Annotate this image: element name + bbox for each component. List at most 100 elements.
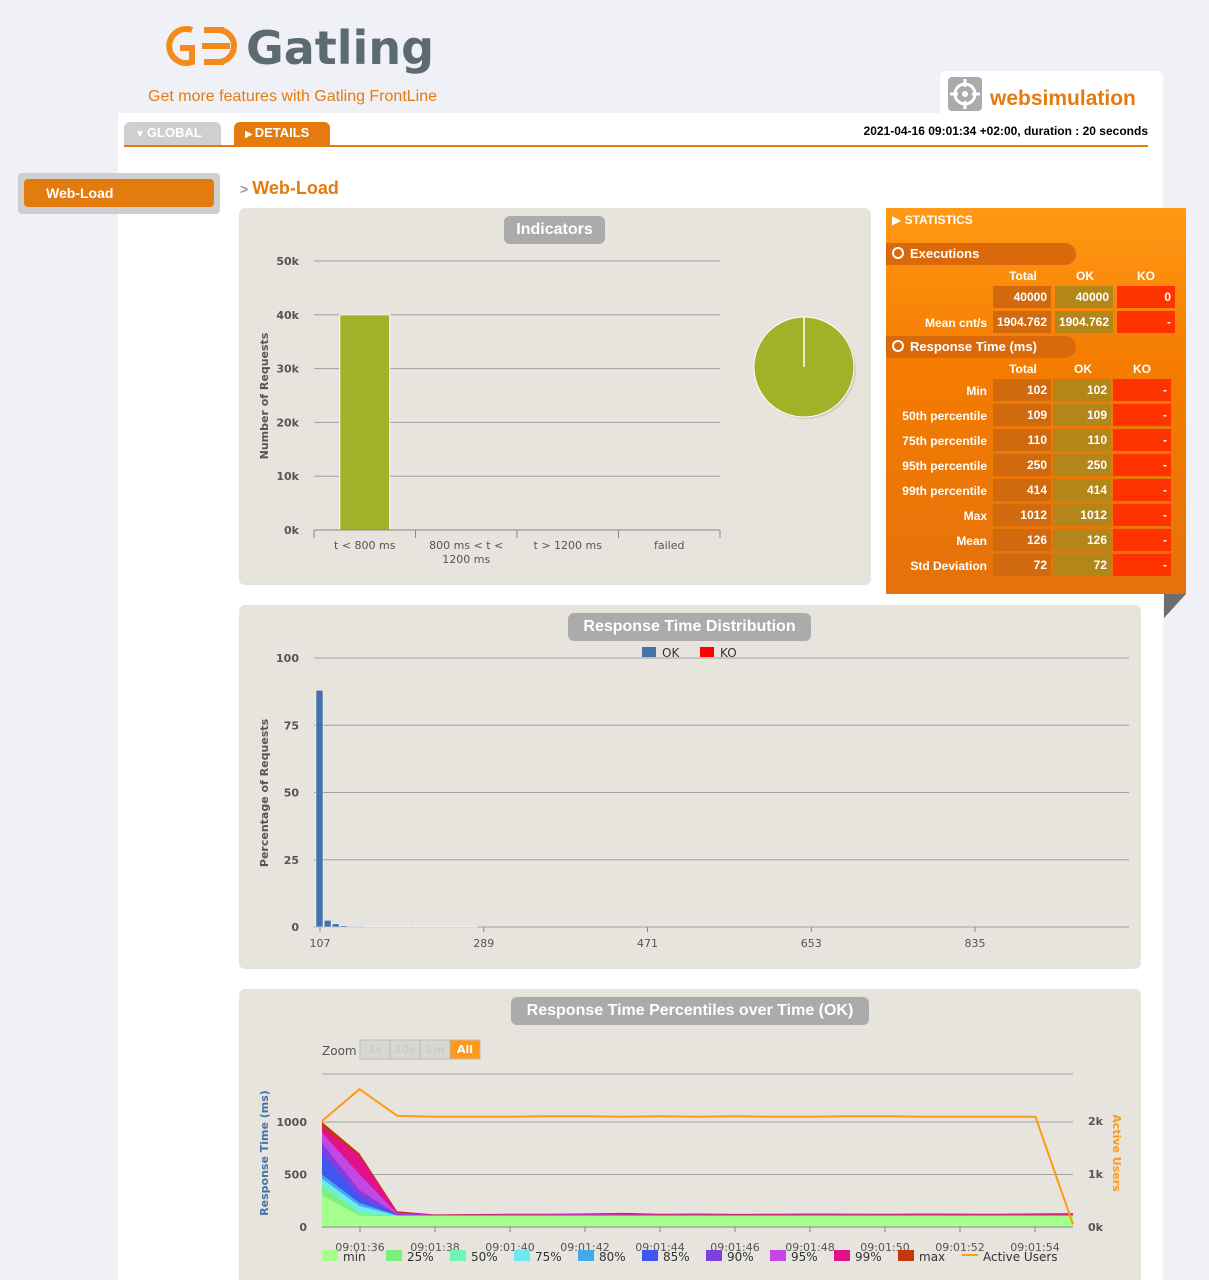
rt-cell-ok: 414 xyxy=(1053,479,1111,501)
indicators-ytick: 10k xyxy=(276,470,299,483)
exec-row-label: Mean cnt/s xyxy=(924,316,987,330)
distribution-xtick: 653 xyxy=(801,937,822,950)
rt-cell-ko: - xyxy=(1113,404,1171,426)
percentiles-xtick: 09:01:46 xyxy=(710,1241,759,1254)
percentiles-legend-swatch xyxy=(706,1250,722,1261)
sidebar-item-web-load[interactable]: Web-Load xyxy=(24,179,214,207)
percentiles-legend-label: 99% xyxy=(855,1250,882,1264)
rt-row-label: Std Deviation xyxy=(910,559,987,573)
statistics-title: STATISTICS xyxy=(904,213,973,227)
rt-cell-ok: 102 xyxy=(1053,379,1111,401)
distribution-ytick: 100 xyxy=(276,652,299,665)
percentiles-legend-label: min xyxy=(343,1250,366,1264)
distribution-title: Response Time Distribution xyxy=(568,613,811,641)
sidebar-item-label: Web-Load xyxy=(46,185,114,201)
breadcrumb: > Web-Load xyxy=(240,178,339,199)
rt-col-ko: KO xyxy=(1133,362,1151,376)
zoom-button-label: All xyxy=(457,1043,473,1056)
percentiles-legend-swatch xyxy=(514,1250,530,1261)
indicators-chart: 0k 10k 20k 30k 40k 50k Number of Requests t < 8… xyxy=(258,255,856,566)
distribution-ytick: 25 xyxy=(284,854,299,867)
zoom-label: Zoom xyxy=(322,1044,357,1058)
target-icon xyxy=(948,77,982,111)
percentiles-legend-swatch xyxy=(578,1250,594,1261)
distribution-bar-ok xyxy=(348,925,356,928)
rt-row-label: Min xyxy=(966,384,987,398)
percentiles-y2tick: 2k xyxy=(1088,1115,1104,1128)
tab-global-label: GLOBAL xyxy=(146,125,202,140)
rt-cell-ko: - xyxy=(1113,554,1171,576)
distribution-legend-swatch xyxy=(700,647,714,657)
rt-cell-ko: - xyxy=(1113,454,1171,476)
distribution-bar-ok xyxy=(412,926,421,928)
rt-row-label: 50th percentile xyxy=(902,409,987,423)
distribution-ytick: 75 xyxy=(284,719,299,732)
rt-cell-total: 109 xyxy=(993,404,1051,426)
indicators-title: Indicators xyxy=(504,216,605,244)
percentiles-xtick: 09:01:48 xyxy=(785,1241,834,1254)
distribution-bar-ok xyxy=(429,926,437,928)
rt-cell-total: 1012 xyxy=(993,504,1051,526)
response-time-header: Response Time (ms) xyxy=(886,336,1076,358)
rt-cell-ko: - xyxy=(1113,429,1171,451)
exec-cell-ok: 40000 xyxy=(1055,286,1113,308)
rt-cell-total: 250 xyxy=(993,454,1051,476)
caret-right-icon: ▶ xyxy=(892,213,902,227)
distribution-bar-ok xyxy=(372,926,380,928)
rt-cell-ko: - xyxy=(1113,504,1171,526)
tab-global[interactable]: ▼ GLOBAL xyxy=(124,122,221,146)
rt-cell-ko: - xyxy=(1113,379,1171,401)
rt-col-total: Total xyxy=(1009,362,1037,376)
percentiles-area-95pct xyxy=(322,1132,1073,1227)
rt-row-label: Max xyxy=(963,509,987,523)
exec-cell-ok: 1904.762 xyxy=(1055,311,1113,333)
distribution-bar-ok xyxy=(340,925,348,928)
indicators-ytick: 30k xyxy=(276,363,299,376)
distribution-legend-label: OK xyxy=(662,646,680,660)
sidebar: Web-Load xyxy=(18,173,220,214)
percentiles-ytick: 500 xyxy=(284,1169,307,1182)
distribution-bar-ok xyxy=(364,926,372,928)
simulation-header: websimulation xyxy=(940,71,1163,116)
caret-down-icon: ▼ xyxy=(135,129,145,140)
logo-wordmark: Gatling xyxy=(246,21,434,74)
statistics-header[interactable]: ▶ STATISTICS xyxy=(892,213,973,227)
distribution-bar-ok xyxy=(461,926,470,928)
frontline-link[interactable]: Get more features with Gatling FrontLine xyxy=(148,88,438,105)
distribution-bar-ok xyxy=(437,926,445,928)
percentiles-legend-swatch xyxy=(322,1250,338,1261)
rt-col-ok: OK xyxy=(1074,362,1092,376)
distribution-bar-ok xyxy=(356,925,364,928)
percentiles-legend-swatch xyxy=(834,1250,850,1261)
indicators-panel: Indicators 0k 10k 20k 30k 40k 50k Number of Re… xyxy=(239,208,871,585)
indicators-ytick: 0k xyxy=(284,524,300,537)
distribution-legend-swatch xyxy=(642,647,656,657)
indicators-category-label: t > 1200 ms xyxy=(534,539,603,552)
exec-cell-total: 40000 xyxy=(993,286,1051,308)
tab-details[interactable]: ▶ DETAILS xyxy=(234,122,330,146)
statistics-fold xyxy=(1164,594,1186,618)
rt-cell-ko: - xyxy=(1113,529,1171,551)
rt-cell-ok: 72 xyxy=(1053,554,1111,576)
distribution-xtick: 471 xyxy=(637,937,658,950)
percentiles-area-min xyxy=(322,1195,1073,1227)
percentiles-legend-swatch xyxy=(642,1250,658,1261)
distribution-bar-ok xyxy=(331,923,340,928)
zoom-button[interactable] xyxy=(449,1039,481,1060)
rt-cell-ko: - xyxy=(1113,479,1171,501)
rt-row-label: 95th percentile xyxy=(902,459,987,473)
percentiles-legend-label: 95% xyxy=(791,1250,818,1264)
rt-cell-total: 72 xyxy=(993,554,1051,576)
indicators-ytick: 20k xyxy=(276,416,299,429)
indicators-ylabel: Number of Requests xyxy=(258,332,271,459)
page-title: Web-Load xyxy=(252,178,339,198)
gatling-logo: Gatling xyxy=(166,21,434,74)
indicators-category-label: 800 ms < t < xyxy=(429,539,503,552)
rt-cell-total: 414 xyxy=(993,479,1051,501)
percentiles-chart: Zoom 1s 10s 1m All 0 500 1000 0k 1k 2k Response Tim… xyxy=(258,1039,1123,1264)
distribution-bar-ok xyxy=(404,926,413,928)
percentiles-title: Response Time Percentiles over Time (OK) xyxy=(511,997,869,1025)
rt-row-label: 75th percentile xyxy=(902,434,987,448)
percentiles-legend-label: 50% xyxy=(471,1250,498,1264)
indicators-ytick: 40k xyxy=(276,309,299,322)
